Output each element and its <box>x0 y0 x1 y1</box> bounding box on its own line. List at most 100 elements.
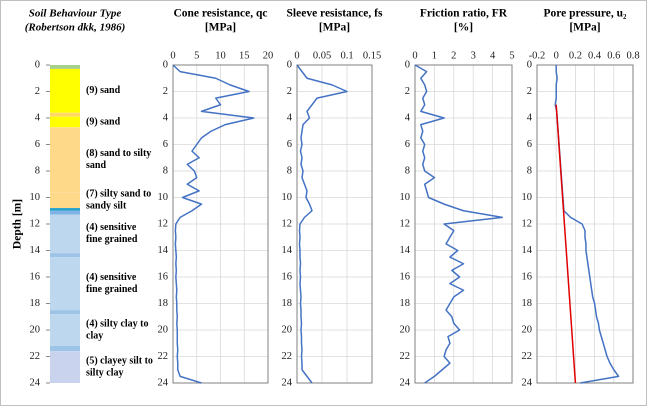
y-tick-label: 6 <box>163 139 168 150</box>
layer-label: (7) silty sand to <box>86 188 151 199</box>
soil-layer <box>50 310 80 315</box>
y-tick-label: 14 <box>282 245 293 256</box>
y-tick-label: 12 <box>158 218 169 229</box>
x-axis-label: [MPa] <box>205 22 236 34</box>
soil-layer <box>50 314 80 346</box>
y-tick-label: 10 <box>30 192 41 203</box>
y-tick-label: 18 <box>30 298 41 309</box>
y-tick-label: 2 <box>35 86 40 97</box>
y-tick-label: 0 <box>527 59 532 70</box>
y-tick-label: 6 <box>287 139 292 150</box>
y-tick-label: 22 <box>158 351 169 362</box>
plot-border <box>296 64 373 384</box>
series-line <box>172 64 255 384</box>
y-tick-label: 16 <box>30 271 41 282</box>
y-tick-label: 4 <box>527 112 533 123</box>
y-tick-label: 14 <box>30 245 41 256</box>
y-tick-label: 4 <box>163 112 169 123</box>
x-tick-label: 0 <box>554 50 559 61</box>
x-tick-label: 0.05 <box>313 50 331 61</box>
series-line <box>414 64 504 384</box>
x-tick-label: 5 <box>509 50 514 61</box>
panel-title: Pore pressure, u₂ <box>544 8 628 20</box>
y-tick-label: 20 <box>522 324 533 335</box>
x-tick-label: 0.6 <box>607 50 620 61</box>
y-axis-label: Depth [m] <box>12 199 24 249</box>
soil-layer <box>50 127 80 193</box>
panel-title: Friction ratio, FR <box>420 8 508 20</box>
x-tick-label: 0.2 <box>569 50 582 61</box>
x-tick-label: 1 <box>432 50 437 61</box>
y-tick-label: 12 <box>30 218 41 229</box>
y-tick-label: 16 <box>158 271 169 282</box>
layer-label: fine grained <box>86 284 138 295</box>
plot-border <box>172 64 269 384</box>
layer-label: (8) sand to silty <box>86 148 151 159</box>
soil-layer <box>50 257 80 311</box>
x-tick-label: 5 <box>194 50 199 61</box>
soil-layer <box>50 345 80 352</box>
y-tick-label: 6 <box>35 139 40 150</box>
x-tick-label: 10 <box>215 50 226 61</box>
x-tick-label: -0.2 <box>529 50 546 61</box>
y-tick-label: 2 <box>527 86 532 97</box>
y-tick-label: 10 <box>158 192 169 203</box>
y-tick-label: 16 <box>282 271 293 282</box>
y-tick-label: 24 <box>158 377 169 388</box>
x-tick-label: 15 <box>239 50 250 61</box>
y-tick-label: 22 <box>282 351 293 362</box>
x-axis-label: [MPa] <box>569 22 600 34</box>
x-tick-label: 0 <box>294 50 299 61</box>
panel-title: Cone resistance, qc <box>173 8 267 20</box>
soil-layer <box>50 68 80 113</box>
y-tick-label: 22 <box>522 351 533 362</box>
soil-layer <box>50 210 80 215</box>
x-tick-label: 0 <box>412 50 417 61</box>
y-tick-label: 24 <box>30 377 41 388</box>
y-tick-label: 14 <box>400 245 411 256</box>
layer-label: sand <box>86 160 106 171</box>
y-tick-label: 0 <box>287 59 292 70</box>
x-tick-label: 0.8 <box>626 50 639 61</box>
y-tick-label: 2 <box>405 86 410 97</box>
x-tick-label: 0.4 <box>588 50 602 61</box>
y-tick-label: 14 <box>158 245 169 256</box>
y-tick-label: 24 <box>522 377 533 388</box>
y-tick-label: 12 <box>522 218 533 229</box>
x-tick-label: 20 <box>263 50 274 61</box>
y-tick-label: 8 <box>35 165 40 176</box>
y-tick-label: 16 <box>522 271 533 282</box>
chart-title: (Robertson dkk, 1986) <box>25 22 126 34</box>
x-tick-label: 3 <box>471 50 476 61</box>
soil-layer <box>50 214 80 254</box>
soil-layer <box>50 116 80 128</box>
y-tick-label: 0 <box>35 59 40 70</box>
y-tick-label: 4 <box>287 112 293 123</box>
y-tick-label: 10 <box>282 192 293 203</box>
x-tick-label: 0.1 <box>340 50 353 61</box>
y-tick-label: 20 <box>282 324 293 335</box>
y-tick-label: 20 <box>30 324 41 335</box>
layer-label: (4) silty clay to <box>86 318 149 329</box>
layer-label: (4) sensitive <box>86 222 137 233</box>
y-tick-label: 24 <box>400 377 411 388</box>
series-line <box>296 64 348 384</box>
soil-layer <box>50 65 80 69</box>
y-tick-label: 6 <box>527 139 532 150</box>
x-axis-label: [%] <box>454 22 473 34</box>
layer-label: sandy silt <box>86 200 127 211</box>
plot-border <box>414 64 513 384</box>
y-tick-label: 4 <box>405 112 411 123</box>
y-tick-label: 8 <box>287 165 292 176</box>
plot-border <box>536 64 634 384</box>
layer-label: (5) clayey silt to <box>86 355 153 366</box>
x-axis-label: [MPa] <box>319 22 350 34</box>
x-tick-label: 2 <box>451 50 456 61</box>
layer-label: (9) sand <box>86 116 121 127</box>
y-tick-label: 2 <box>163 86 168 97</box>
soil-layer <box>50 351 80 383</box>
soil-layer <box>50 192 80 209</box>
y-tick-label: 12 <box>282 218 293 229</box>
